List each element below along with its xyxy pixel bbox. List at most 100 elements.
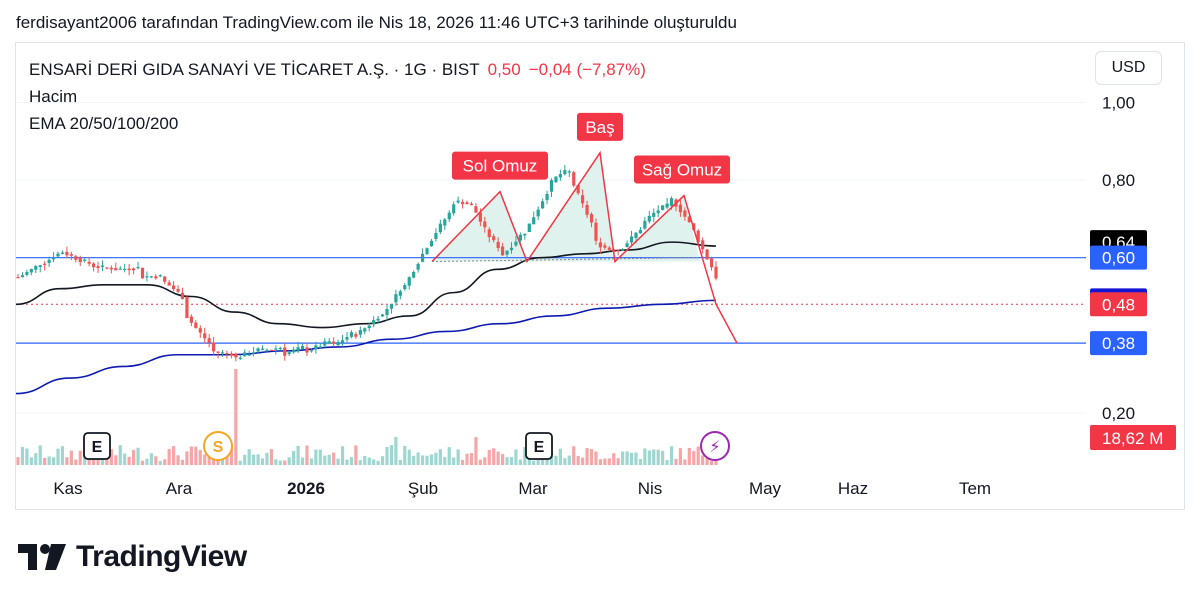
volume-bar xyxy=(532,460,536,465)
candle-body xyxy=(652,212,656,217)
volume-bar xyxy=(287,457,291,465)
annotation-label-0: Sol Omuz xyxy=(463,157,538,176)
volume-bar xyxy=(558,448,562,465)
volume-bar xyxy=(154,456,158,465)
volume-bar xyxy=(656,449,660,465)
candle-body xyxy=(678,204,683,213)
volume-bar xyxy=(416,452,420,465)
volume-bar xyxy=(589,448,594,465)
volume-bar xyxy=(585,447,589,465)
candle-body xyxy=(78,258,82,263)
candle-body xyxy=(189,316,193,323)
candle-body xyxy=(589,214,594,223)
candle-body xyxy=(247,354,251,356)
volume-bar xyxy=(683,459,687,465)
volume-bar xyxy=(198,450,202,465)
candle-body xyxy=(572,172,576,186)
candle-body xyxy=(483,221,487,228)
volume-bar xyxy=(407,449,411,465)
grid xyxy=(16,101,1086,414)
candle-body xyxy=(438,223,442,233)
volume-bar xyxy=(243,454,247,465)
volume-bar xyxy=(705,458,709,465)
candle-body xyxy=(665,203,669,208)
candle-body xyxy=(385,309,389,315)
candle-body xyxy=(145,276,149,278)
volume-bar xyxy=(185,451,189,465)
volume-bar xyxy=(60,446,65,465)
volume-bar xyxy=(527,458,531,465)
volume-bar xyxy=(603,458,607,465)
right-shoulder-fill xyxy=(615,195,700,262)
candle-body xyxy=(434,232,438,240)
candle-body xyxy=(554,176,558,183)
candle-body xyxy=(643,220,647,229)
volume-indicator-label[interactable]: Hacim xyxy=(29,87,78,106)
volume-bar xyxy=(283,460,287,465)
candle-body xyxy=(345,337,349,340)
candle-body xyxy=(669,198,674,206)
volume-bar xyxy=(252,454,256,465)
head-fill xyxy=(527,152,615,262)
volume-bar xyxy=(358,460,362,465)
x-tick-label-7: Haz xyxy=(838,479,868,498)
volume-bar xyxy=(145,458,149,465)
chart-frame[interactable] xyxy=(15,42,1185,510)
volume-bar xyxy=(389,445,394,465)
candle-body xyxy=(549,180,554,192)
candle-body xyxy=(509,247,514,251)
candle-body xyxy=(69,254,73,256)
price-badge-3 xyxy=(1090,292,1147,317)
volume-bar xyxy=(269,449,274,465)
volume-bar xyxy=(20,446,25,465)
volume-bar xyxy=(438,449,442,465)
y-axis: 1,00 0,80 0,20 xyxy=(1102,93,1135,423)
candle-body xyxy=(372,320,376,325)
candle-body xyxy=(394,294,398,303)
candle-body xyxy=(629,236,634,243)
candle-body xyxy=(278,347,282,350)
volume-bar xyxy=(109,449,113,465)
candle-body xyxy=(29,269,33,273)
candle-body xyxy=(563,170,567,175)
volume-bar xyxy=(665,460,669,465)
candle-body xyxy=(714,266,718,279)
volume-bar xyxy=(367,457,371,465)
x-axis: Kas Ara 2026 Şub Mar Nis May Haz Tem xyxy=(53,479,991,498)
earnings-icon-label: E xyxy=(534,439,545,456)
volume-bar xyxy=(621,451,625,465)
candle-body xyxy=(47,259,51,264)
volume-bar xyxy=(474,437,478,465)
volume-bar xyxy=(652,449,656,465)
currency-button[interactable]: USD xyxy=(1095,51,1162,85)
candle-body xyxy=(478,212,482,222)
candle-body xyxy=(229,353,234,356)
volume-bar xyxy=(563,458,567,465)
volume-bar xyxy=(398,459,402,465)
y-tick-label-1: 0,80 xyxy=(1102,171,1135,190)
ema-indicator-label[interactable]: EMA 20/50/100/200 xyxy=(29,114,179,133)
ema-lines xyxy=(15,241,717,395)
volume-bar xyxy=(500,453,505,465)
candle-body xyxy=(389,303,394,309)
volume-bar xyxy=(163,459,167,465)
pattern-line xyxy=(431,150,738,344)
candle-body xyxy=(425,248,429,254)
candles xyxy=(16,165,718,362)
volume-bar xyxy=(483,457,487,465)
candle-body xyxy=(340,340,345,343)
candle-body xyxy=(91,263,96,268)
candle-body xyxy=(154,276,158,279)
candle-body xyxy=(656,210,660,214)
price-change: −0,04 (−7,87%) xyxy=(528,60,646,79)
volume-bar xyxy=(447,447,451,465)
candle-body xyxy=(527,223,531,232)
news-lightning-icon xyxy=(700,431,730,461)
volume-bar xyxy=(260,458,265,465)
candle-body xyxy=(647,215,651,222)
volume-bar xyxy=(176,455,180,465)
volume-bar xyxy=(425,455,429,465)
candle-body xyxy=(407,277,411,286)
candle-body xyxy=(594,222,598,241)
